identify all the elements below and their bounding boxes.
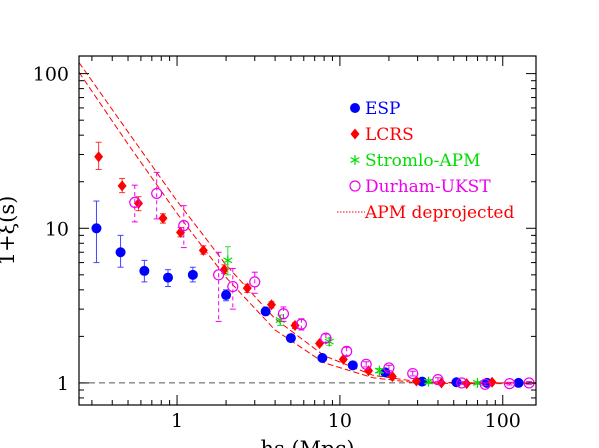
lcrs-point <box>134 197 144 209</box>
durham-ukst-point <box>503 378 516 390</box>
esp-point <box>513 377 524 388</box>
stromlo-apm-point <box>223 255 233 266</box>
x-tick-label: 100 <box>485 410 521 432</box>
durham-ukst-errorbar <box>131 184 138 223</box>
durham-ukst-errorbar <box>180 205 187 249</box>
y-tick-label: 1 <box>57 373 69 395</box>
lcrs-point <box>290 320 300 332</box>
esp-point <box>91 223 102 234</box>
durham-ukst-errorbar <box>385 364 392 372</box>
legend-marker <box>350 128 360 140</box>
legend-label: Durham-UKST <box>365 177 491 197</box>
durham-ukst-errorbar <box>251 271 258 294</box>
durham-ukst-point <box>277 308 290 320</box>
esp-point <box>285 333 296 344</box>
legend-item-lcrs: LCRS <box>350 125 414 145</box>
durham-ukst-point <box>295 318 307 330</box>
lcrs-point <box>94 151 104 163</box>
durham-ukst-point <box>341 345 353 357</box>
x-tick-label: 1 <box>171 410 183 432</box>
durham-ukst-errorbar <box>434 377 441 383</box>
durham-ukst-point <box>432 374 444 386</box>
durham-ukst-errorbar <box>458 381 465 385</box>
legend: ESP LCRS Stromlo-APM Durham-UKST APM deproje… <box>337 99 514 223</box>
esp-point <box>380 367 391 378</box>
esp-point <box>115 247 126 258</box>
legend-item-apm-deprojected: APM deprojected <box>337 203 514 223</box>
durham-ukst-errorbar <box>153 171 160 220</box>
durham-ukst-errorbar <box>409 370 416 377</box>
esp-point <box>187 269 198 280</box>
durham-ukst-point <box>178 220 190 232</box>
legend-item-stromlo-apm: Stromlo-APM <box>350 151 481 171</box>
durham-ukst-errorbar <box>229 267 236 310</box>
y-tick-labels: 1 10 100 <box>33 64 69 395</box>
durham-ukst-point <box>320 332 332 344</box>
durham-ukst-point <box>213 269 225 281</box>
y-tick-label: 10 <box>45 218 69 240</box>
x-axis-label: hs (Mpc) <box>260 437 354 448</box>
durham-ukst-errorbar <box>343 346 350 357</box>
durham-ukst-point <box>151 187 163 200</box>
esp-point <box>347 360 358 371</box>
lcrs-point <box>387 371 397 383</box>
durham-ukst-point <box>360 358 372 370</box>
esp-point <box>260 306 271 317</box>
durham-ukst-errorbar <box>363 361 370 368</box>
esp-point <box>139 265 150 276</box>
axis-ticks <box>79 56 536 405</box>
legend-item-esp: ESP <box>350 99 401 119</box>
esp-point <box>163 272 174 283</box>
lcrs-point <box>175 226 185 238</box>
stromlo-apm-point <box>374 365 385 376</box>
lcrs-point <box>242 282 252 294</box>
model-curves <box>79 62 536 385</box>
durham-ukst-series <box>129 171 535 390</box>
stromlo-apm-point <box>423 376 434 387</box>
x-tick-labels: 1 10 100 <box>171 410 521 432</box>
y-tick-label: 100 <box>33 64 69 86</box>
durham-ukst-errorbar <box>215 251 222 322</box>
x-tick-label: 10 <box>328 410 352 432</box>
legend-label: LCRS <box>365 125 414 145</box>
durham-ukst-point <box>129 196 141 209</box>
durham-ukst-point <box>249 276 261 288</box>
legend-marker <box>349 180 361 192</box>
legend-label: ESP <box>365 99 401 119</box>
lcrs-point <box>117 180 127 192</box>
plot-frame <box>78 55 537 406</box>
data-points <box>91 141 535 390</box>
durham-ukst-errorbar <box>506 381 513 386</box>
esp-series <box>91 200 524 388</box>
esp-point <box>317 352 328 363</box>
lcrs-point <box>364 365 374 377</box>
durham-ukst-point <box>479 378 491 390</box>
lcrs-point <box>315 337 325 349</box>
legend-label: Stromlo-APM <box>365 151 481 171</box>
legend-marker <box>350 155 360 165</box>
legend-marker <box>350 103 360 113</box>
legend-item-durham-ukst: Durham-UKST <box>349 177 491 197</box>
esp-point <box>221 290 232 301</box>
lcrs-point <box>158 212 168 224</box>
durham-ukst-point <box>227 280 239 293</box>
y-axis-label: 1+ξ(s) <box>0 196 19 266</box>
durham-ukst-point <box>456 377 468 389</box>
legend-label: APM deprojected <box>364 203 514 223</box>
lcrs-point <box>219 264 229 276</box>
durham-ukst-point <box>407 367 419 380</box>
lcrs-point <box>266 299 276 311</box>
durham-ukst-point <box>383 362 395 374</box>
apm-deprojected-curve <box>79 72 536 385</box>
lcrs-point <box>198 244 208 256</box>
durham-ukst-errorbar <box>482 382 489 387</box>
